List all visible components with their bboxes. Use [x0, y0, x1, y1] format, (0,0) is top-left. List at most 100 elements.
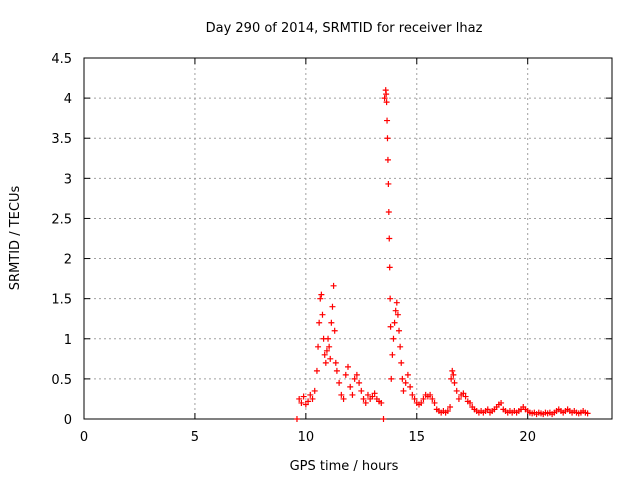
data-point: [300, 393, 307, 400]
data-point: [307, 391, 314, 398]
data-point: [388, 375, 395, 382]
data-point: [293, 416, 300, 422]
data-point: [387, 323, 394, 330]
data-point: [462, 393, 469, 400]
data-point: [383, 99, 390, 106]
data-point: [381, 95, 388, 102]
data-point: [427, 391, 434, 398]
data-point: [316, 319, 323, 326]
data-point: [358, 387, 365, 394]
data-point: [384, 117, 391, 124]
data-point: [386, 235, 393, 242]
x-tick-label: 5: [191, 430, 199, 445]
data-point: [330, 282, 337, 289]
data-point: [328, 319, 335, 326]
data-point: [407, 383, 414, 390]
data-point: [394, 311, 401, 318]
data-point: [333, 367, 340, 374]
data-point: [387, 295, 394, 302]
data-point: [326, 343, 333, 350]
data-point: [396, 327, 403, 334]
data-point: [484, 406, 491, 413]
data-point: [369, 393, 376, 400]
data-point: [409, 391, 416, 398]
data-point: [402, 379, 409, 386]
data-point: [383, 91, 390, 98]
data-series-lhaz: [293, 87, 591, 422]
data-point: [336, 379, 343, 386]
data-point: [356, 379, 363, 386]
chart-title: Day 290 of 2014, SRMTID for receiver lha…: [206, 21, 483, 36]
data-point: [318, 291, 325, 298]
data-point: [371, 390, 378, 397]
y-tick-labels: 0 0.5 1 1.5 2 2.5 3 3.5 4 4.5: [51, 52, 72, 428]
data-point: [380, 416, 387, 422]
data-point: [448, 375, 455, 382]
data-point: [323, 347, 330, 354]
data-point: [455, 395, 462, 402]
data-point: [385, 180, 392, 187]
data-point: [444, 407, 451, 414]
data-point: [353, 371, 360, 378]
data-point: [460, 390, 467, 397]
data-point: [391, 319, 398, 326]
data-point: [311, 387, 318, 394]
data-point: [447, 403, 454, 410]
x-tick-label: 15: [408, 430, 425, 445]
data-point: [400, 387, 407, 394]
data-point: [329, 303, 336, 310]
data-point: [360, 395, 367, 402]
data-point: [384, 156, 391, 163]
y-tick-label: 0: [64, 413, 72, 428]
data-point: [305, 398, 312, 405]
data-point: [302, 401, 309, 408]
y-tick-label: 1: [64, 333, 72, 348]
data-point: [351, 375, 358, 382]
data-point: [450, 371, 457, 378]
data-point: [332, 359, 339, 366]
grid-lines: [84, 58, 612, 419]
data-point: [404, 371, 411, 378]
y-tick-label: 2.5: [51, 212, 72, 227]
y-tick-label: 1.5: [51, 293, 72, 308]
data-point: [309, 395, 316, 402]
data-point: [390, 335, 397, 342]
data-point: [342, 371, 349, 378]
data-point: [347, 383, 354, 390]
data-point: [498, 399, 505, 406]
data-point: [315, 343, 322, 350]
y-tick-label: 2: [64, 253, 72, 268]
data-point: [313, 367, 320, 374]
y-tick-label: 3: [64, 172, 72, 187]
data-point: [467, 399, 474, 406]
data-point: [340, 395, 347, 402]
data-point: [584, 410, 591, 417]
data-point: [362, 399, 369, 406]
y-axis-label: SRMTID / TECUs: [8, 186, 23, 291]
data-point: [349, 391, 356, 398]
data-point: [399, 375, 406, 382]
data-point: [298, 399, 305, 406]
x-tick-label: 10: [298, 430, 315, 445]
y-tick-label: 0.5: [51, 373, 72, 388]
data-point: [322, 359, 329, 366]
data-point: [418, 399, 425, 406]
data-point: [327, 355, 334, 362]
data-point: [386, 264, 393, 271]
data-point: [325, 335, 332, 342]
data-point: [431, 399, 438, 406]
data-point: [393, 299, 400, 306]
data-point: [321, 351, 328, 358]
data-point: [398, 359, 405, 366]
x-tick-label: 0: [80, 430, 88, 445]
x-axis-label: GPS time / hours: [290, 459, 399, 474]
data-point: [451, 379, 458, 386]
plot-frame: [83, 57, 613, 420]
data-point: [331, 327, 338, 334]
data-point: [453, 387, 460, 394]
x-tick-label: 20: [519, 430, 536, 445]
data-point: [345, 363, 351, 370]
data-point: [429, 395, 436, 402]
data-point: [319, 311, 326, 318]
